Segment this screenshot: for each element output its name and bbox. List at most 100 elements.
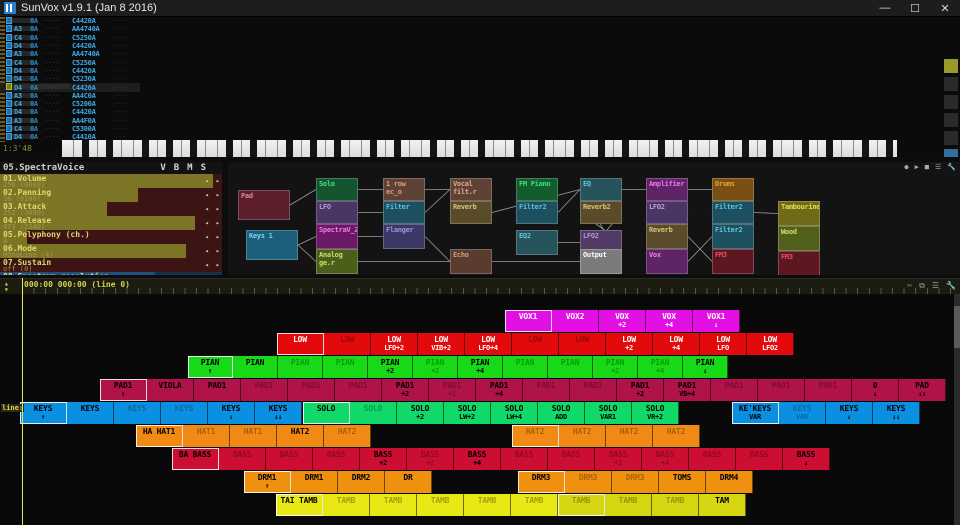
piano-black-key[interactable] [166, 140, 173, 157]
piano-white-key[interactable] [266, 140, 278, 157]
module-1-row-ec-o[interactable]: 1 row ec_o [383, 178, 425, 201]
pattern-block[interactable]: PIAN [548, 356, 593, 378]
arrangement-scroll-thumb[interactable] [954, 306, 960, 348]
parameter-increment-icon[interactable]: ▸ [215, 219, 220, 227]
pattern-cursor-cell[interactable] [6, 75, 12, 83]
piano-black-key[interactable] [514, 140, 521, 157]
piano-white-key[interactable] [770, 140, 782, 157]
piano-black-key[interactable] [718, 140, 725, 157]
pattern-block[interactable]: PIAN +4 [638, 356, 683, 378]
parameter-row[interactable]: 02.Panning 36 (8100) ◂ ▸ [0, 188, 222, 202]
parameter-row[interactable]: 05.Polyphony (ch.) 8 ◂ ▸ [0, 230, 222, 244]
piano-white-key[interactable] [746, 140, 758, 157]
pattern-note[interactable]: C4410A [72, 133, 96, 142]
piano-white-key[interactable] [194, 140, 206, 157]
parameter-row[interactable]: 08.Spectrum resolution◂▸ [0, 272, 222, 275]
piano-white-key[interactable] [806, 140, 818, 157]
pattern-block[interactable]: HA HAT1 [136, 425, 183, 447]
piano-keyboard[interactable]: C3C5C7C9 [62, 140, 897, 157]
piano-white-key[interactable] [86, 140, 98, 157]
pattern-row[interactable]: AA4F0A ··· [70, 117, 140, 125]
parameter-increment-icon[interactable]: ▸ [215, 233, 220, 241]
pattern-block[interactable]: PAD1 [335, 379, 382, 401]
module-reverb2[interactable]: Reverb2 [580, 201, 622, 224]
parameter-steppers[interactable]: ◂ ▸ [205, 261, 220, 269]
pattern-row[interactable]: C4 0A ···· [0, 124, 140, 133]
pattern-block[interactable]: BASS +4 [642, 448, 689, 470]
module-vocal-filt-r[interactable]: Vocal filt.r [450, 178, 492, 201]
piano-white-key[interactable] [890, 140, 897, 157]
piano-white-key[interactable] [518, 140, 530, 157]
module-wood[interactable]: Wood [778, 226, 820, 251]
parameter-flag-b[interactable]: B [173, 163, 180, 173]
pattern-cursor-cell[interactable] [6, 33, 12, 41]
piano-black-key[interactable] [598, 140, 605, 157]
pattern-value[interactable]: 0A [30, 58, 38, 67]
pattern-block[interactable]: LOW [277, 333, 324, 355]
piano-black-key[interactable] [370, 140, 377, 157]
piano-white-key[interactable] [830, 140, 842, 157]
stop-icon[interactable]: ■ [924, 163, 929, 171]
pattern-block[interactable]: LOW [324, 333, 371, 355]
pattern-block[interactable]: BASS [736, 448, 783, 470]
pattern-block[interactable]: PIAN +4 [458, 356, 503, 378]
pattern-cursor-cell[interactable] [6, 41, 12, 49]
pattern-block[interactable]: PAD1 +2 [429, 379, 476, 401]
module-fm3[interactable]: FM3 [712, 249, 754, 274]
pattern-block[interactable]: PAD1 ↑ [100, 379, 147, 401]
pattern-block[interactable]: LOW [559, 333, 606, 355]
pattern-block[interactable]: PIAN +2 [413, 356, 458, 378]
piano-white-key[interactable] [638, 140, 650, 157]
pattern-value[interactable]: 0A [30, 91, 38, 100]
module-keys-1[interactable]: 0AKeys 1 [246, 230, 298, 260]
pattern-note[interactable]: A3 [14, 50, 22, 59]
pattern-note[interactable]: AA4C0A [72, 91, 96, 100]
parameter-row[interactable]: 03.Attack 252 (3400) ◂ ▸ [0, 202, 222, 216]
piano-white-key[interactable] [410, 140, 422, 157]
play-icon[interactable]: ▶ [914, 163, 919, 171]
pattern-row[interactable]: C5230A ··· [70, 75, 140, 83]
pattern-block[interactable]: KEYS ↓ [826, 402, 873, 424]
pattern-block[interactable]: DR [385, 471, 432, 493]
pattern-row[interactable]: C4420A ··· [70, 108, 140, 116]
pattern-block[interactable]: PAD1 [523, 379, 570, 401]
pattern-note[interactable]: D4 [14, 75, 22, 84]
pattern-row[interactable]: D4 0A ···· [0, 41, 140, 50]
pattern-block[interactable]: TAMB [323, 494, 370, 516]
parameter-row[interactable]: 06.Mode HQnoLine (4) ◂ ▸ [0, 244, 222, 258]
pattern-note[interactable]: D4 [14, 108, 22, 117]
piano-black-key[interactable] [574, 140, 581, 157]
parameter-rows[interactable]: 01.Volume 256 (0000) ◂ ▸ 02.Panning 36 (8100)… [0, 174, 222, 275]
pattern-block[interactable]: SOLO ADD [538, 402, 585, 424]
pattern-note[interactable]: C4 [14, 33, 22, 42]
pattern-block[interactable]: SOLO LW+4 [491, 402, 538, 424]
pattern-note[interactable]: C4420A [72, 66, 96, 75]
pattern-block[interactable]: BASS +2 [595, 448, 642, 470]
module-lfo2[interactable]: LFO2 [646, 201, 688, 224]
pattern-row[interactable]: A3 0A ···· [0, 50, 140, 58]
piano-black-key[interactable] [286, 140, 293, 157]
pattern-block[interactable]: PAD1 VB+4 [664, 379, 711, 401]
pattern-block[interactable]: PIAN ↑ [188, 356, 233, 378]
close-button[interactable]: ✕ [940, 2, 950, 15]
menu-icon[interactable]: ☰ [931, 281, 940, 290]
pattern-value[interactable]: 0A [30, 133, 38, 142]
pattern-note[interactable]: C4420A [72, 42, 96, 51]
module-drums[interactable]: Drums [712, 178, 754, 201]
pattern-block[interactable]: HAT2 [653, 425, 700, 447]
pattern-block[interactable]: BASS +4 [454, 448, 501, 470]
pattern-block[interactable]: PAD1 +2 [617, 379, 664, 401]
pattern-note[interactable]: C4 [14, 100, 22, 109]
pattern-value[interactable]: 0A [30, 17, 38, 26]
pattern-row[interactable]: D4 0A ···· [0, 133, 140, 141]
parameter-increment-icon[interactable]: ▸ [215, 261, 220, 269]
arrangement-scrollbar[interactable] [954, 294, 960, 525]
piano-white-key[interactable] [458, 140, 470, 157]
pattern-value[interactable]: 0A [30, 25, 38, 34]
module-tambourine[interactable]: 1ETambourine [778, 201, 820, 226]
pattern-row[interactable]: D4 0A ···· [0, 66, 140, 75]
piano-white-key[interactable] [842, 140, 854, 157]
parameter-decrement-icon[interactable]: ◂ [204, 233, 209, 241]
pattern-block[interactable]: PAD1 +2 [382, 379, 429, 401]
piano-white-key[interactable] [206, 140, 218, 157]
